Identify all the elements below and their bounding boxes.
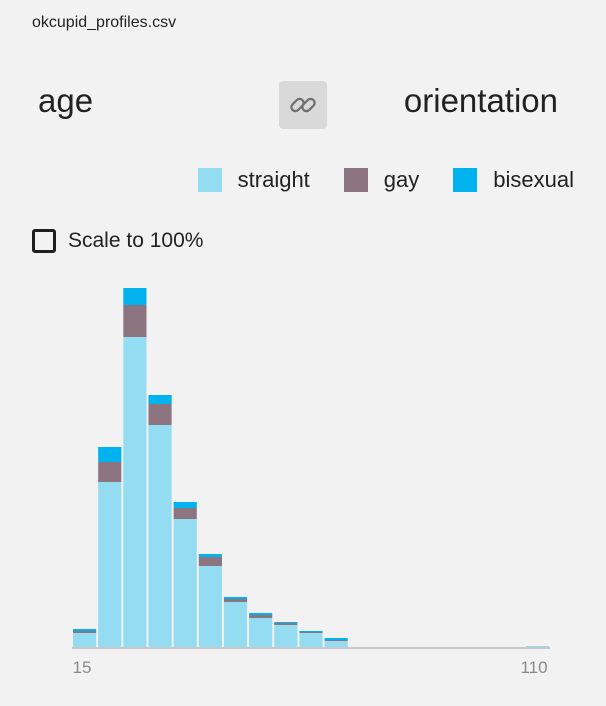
legend-swatch (453, 168, 478, 192)
bar-bisexual-55[interactable] (274, 622, 298, 623)
x-tick-label-15: 15 (73, 658, 92, 677)
bar-straight-20[interactable] (98, 482, 122, 647)
bars-group (73, 288, 549, 647)
bar-straight-45[interactable] (223, 602, 248, 647)
bar-straight-25[interactable] (123, 337, 147, 647)
attribute-header: age orientation (0, 80, 606, 130)
bar-straight-50[interactable] (249, 618, 273, 647)
bar-bisexual-30[interactable] (148, 395, 172, 404)
bar-straight-55[interactable] (274, 625, 298, 647)
scale-checkbox[interactable] (32, 229, 56, 253)
bar-straight-105[interactable] (525, 646, 549, 647)
legend-swatch (343, 168, 368, 192)
bar-straight-40[interactable] (198, 566, 222, 647)
bar-bisexual-35[interactable] (173, 502, 197, 508)
legend-label: bisexual (493, 167, 574, 192)
legend: straight gay bisexual (197, 167, 574, 193)
legend-item-bisexual[interactable]: bisexual (453, 167, 574, 193)
bar-bisexual-25[interactable] (123, 288, 147, 305)
bar-bisexual-45[interactable] (223, 597, 248, 599)
bar-bisexual-60[interactable] (299, 631, 323, 632)
legend-swatch (197, 168, 222, 192)
bar-gay-65[interactable] (324, 640, 348, 641)
bar-gay-30[interactable] (148, 404, 172, 425)
file-name: okcupid_profiles.csv (32, 14, 177, 31)
link-attributes-button[interactable] (279, 81, 327, 129)
bar-gay-20[interactable] (98, 462, 122, 482)
bar-gay-50[interactable] (249, 615, 273, 618)
scale-to-100-toggle[interactable]: Scale to 100% (32, 229, 203, 253)
bar-bisexual-40[interactable] (198, 554, 222, 557)
bar-straight-65[interactable] (324, 641, 348, 647)
bar-gay-55[interactable] (274, 623, 298, 625)
bar-gay-35[interactable] (173, 508, 197, 519)
bar-gay-25[interactable] (123, 305, 147, 337)
age-orientation-histogram: 15 110 (72, 288, 550, 677)
bar-gay-15[interactable] (73, 631, 97, 633)
bar-straight-60[interactable] (299, 633, 323, 647)
bar-straight-15[interactable] (73, 633, 97, 647)
bar-bisexual-50[interactable] (249, 613, 273, 615)
legend-item-gay[interactable]: gay (343, 167, 420, 193)
x-tick-labels: 15 110 (73, 658, 548, 677)
legend-label: gay (383, 167, 420, 192)
bar-bisexual-20[interactable] (98, 447, 122, 462)
x-tick-label-110: 110 (520, 658, 547, 677)
right-attribute-label[interactable]: orientation (403, 82, 558, 119)
bar-gay-40[interactable] (198, 557, 222, 566)
bar-gay-60[interactable] (299, 632, 323, 633)
legend-item-straight[interactable]: straight (197, 167, 310, 193)
bar-gay-45[interactable] (223, 599, 248, 602)
bar-bisexual-15[interactable] (73, 629, 97, 631)
bar-bisexual-65[interactable] (324, 638, 348, 640)
link-icon (290, 97, 316, 113)
scale-label: Scale to 100% (68, 229, 204, 252)
left-attribute-label[interactable]: age (38, 82, 94, 119)
legend-label: straight (237, 167, 310, 192)
bar-straight-30[interactable] (148, 425, 172, 647)
bar-straight-35[interactable] (173, 519, 197, 647)
